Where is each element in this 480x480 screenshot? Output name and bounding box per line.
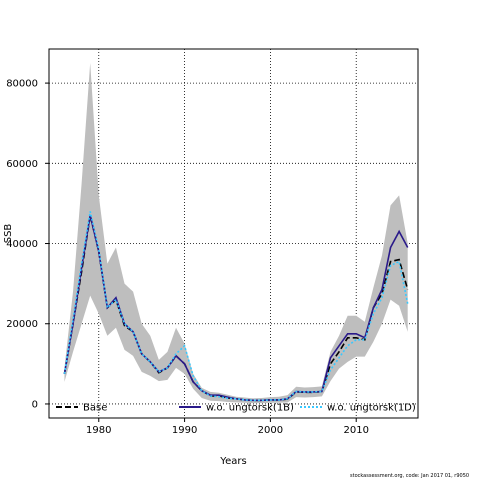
y-tick-label: 80000 xyxy=(6,79,38,90)
series-line xyxy=(63,215,409,402)
legend-label: w.o. ungtorsk(1D) xyxy=(327,403,416,414)
series-lines xyxy=(63,211,409,402)
y-tick-label: 20000 xyxy=(6,319,38,330)
x-tick-label: 1980 xyxy=(86,425,111,436)
x-axis-title: Years xyxy=(219,456,246,467)
legend: Base w.o. ungtorsk(1B) w.o. ungtorsk(1D) xyxy=(56,403,416,414)
x-tick-label: 2000 xyxy=(258,425,283,436)
x-tick-label: 1990 xyxy=(172,425,197,436)
confidence-band-area xyxy=(64,63,408,404)
legend-label: Base xyxy=(83,403,107,414)
y-tick-label: 60000 xyxy=(6,159,38,170)
grid-lines xyxy=(49,49,418,418)
y-tick-label: 40000 xyxy=(6,239,38,250)
x-tick-label: 2010 xyxy=(343,425,368,436)
footer-credit: stockassessment.org, code: Jan 2017 01, … xyxy=(350,473,470,479)
plot-frame xyxy=(48,48,419,419)
axes: 1980 1990 2000 2010 0 20000 40000 60000 80000 xyxy=(6,79,369,436)
y-tick-label: 0 xyxy=(32,399,38,410)
y-axis-title: SSB xyxy=(3,224,14,244)
confidence-band xyxy=(64,63,408,404)
legend-label: w.o. ungtorsk(1B) xyxy=(206,403,294,414)
